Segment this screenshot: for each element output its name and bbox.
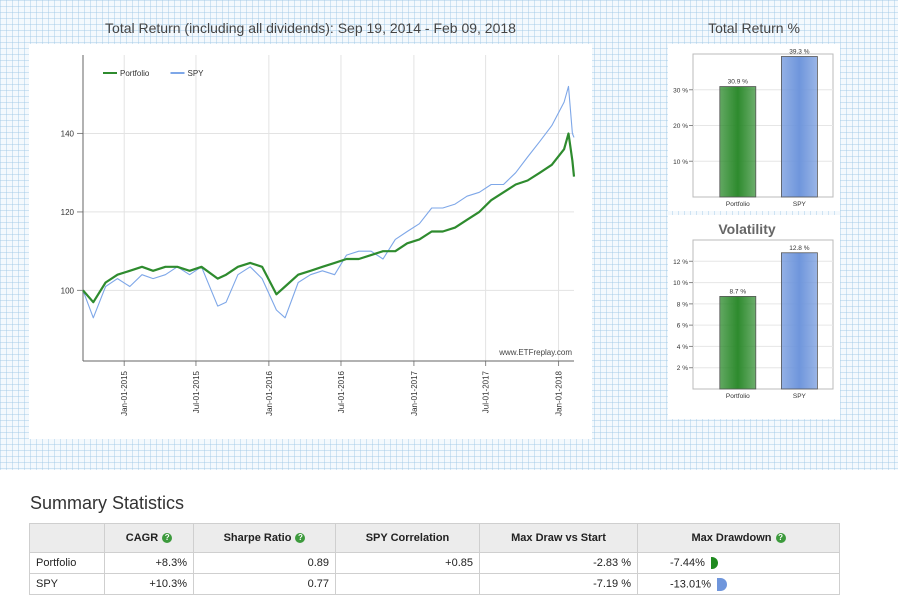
bar-data-label: 39.3 %	[789, 49, 809, 56]
header-correlation: SPY Correlation	[335, 523, 480, 553]
bar-y-tick-label: 10 %	[673, 159, 688, 166]
x-tick-label: Jul-01-2017	[482, 370, 491, 413]
header-cagr: CAGR?	[104, 523, 194, 553]
bar-y-tick-label: 8 %	[677, 301, 688, 308]
cagr-value: +8.3%	[104, 552, 194, 574]
max-drawdown-cell: -7.44%	[637, 552, 840, 574]
question-icon[interactable]: ?	[295, 533, 306, 544]
bar-data-label: 8.7 %	[729, 288, 746, 295]
bar-data-label: 12.8 %	[789, 245, 809, 252]
header-max-drawdown: Max Drawdown?	[637, 523, 840, 553]
question-icon[interactable]: ?	[162, 533, 173, 544]
correlation-value: +0.85	[335, 552, 480, 574]
bar-plot-frame	[692, 239, 834, 390]
bar-spy	[781, 252, 818, 390]
main-chart-title: Total Return (including all dividends): …	[105, 20, 516, 36]
bar-category-label: SPY	[793, 393, 807, 400]
sharpe-value: 0.89	[193, 552, 336, 574]
total-return-chart-panel	[29, 44, 592, 439]
max-draw-start-value: -2.83 %	[479, 552, 638, 574]
summary-header-row: CAGR? Sharpe Ratio? SPY Correlation Max …	[29, 523, 840, 553]
series-line-portfolio	[82, 132, 576, 304]
bar-y-tick-label: 6 %	[677, 323, 688, 330]
total-return-line-chart: 100 120 140 Jan-01-2015 Jul-01-2015 Jan-01-20…	[61, 55, 576, 416]
drawdown-half-circle-icon	[716, 577, 727, 591]
total-return-bar-title: Total Return %	[708, 20, 800, 36]
bar-category-label: Portfolio	[726, 201, 750, 208]
x-tick-label: Jan-01-2017	[410, 370, 419, 415]
correlation-value	[335, 573, 480, 595]
bar-y-tick-label: 30 %	[673, 87, 688, 94]
bar-portfolio	[719, 296, 757, 390]
x-tick-label: Jan-01-2016	[265, 370, 274, 415]
y-tick-label: 140	[61, 129, 75, 138]
series-line-spy	[82, 85, 575, 319]
drawdown-half-circle-icon	[710, 557, 718, 570]
watermark: www.ETFreplay.com	[498, 348, 572, 357]
header-blank	[29, 523, 105, 553]
header-max-draw-start: Max Draw vs Start	[479, 523, 638, 553]
summary-table: CAGR? Sharpe Ratio? SPY Correlation Max …	[29, 523, 840, 595]
bar-data-label: 30.9 %	[728, 79, 748, 86]
bar-category-label: SPY	[793, 201, 807, 208]
y-tick-label: 120	[61, 208, 75, 217]
question-icon[interactable]: ?	[775, 533, 786, 544]
x-tick-label: Jul-01-2016	[337, 370, 346, 413]
x-tick-label: Jan-01-2015	[120, 370, 129, 415]
x-tick-label: Jul-01-2015	[192, 370, 201, 413]
table-row: Portfolio +8.3% 0.89 +0.85 -2.83 % -7.44…	[29, 552, 840, 574]
bar-y-tick-label: 2 %	[677, 365, 688, 372]
legend-label: SPY	[188, 69, 205, 78]
bar-y-tick-label: 10 %	[673, 280, 688, 287]
row-label: Portfolio	[29, 552, 105, 574]
row-label: SPY	[29, 573, 105, 595]
bar-y-tick-label: 20 %	[673, 123, 688, 130]
max-drawdown-value: -7.44%	[670, 556, 705, 569]
legend-label: Portfolio	[120, 69, 150, 78]
max-drawdown-cell: -13.01%	[637, 573, 840, 595]
summary-title: Summary Statistics	[30, 493, 185, 513]
cagr-value: +10.3%	[104, 573, 194, 595]
max-drawdown-value: -13.01%	[670, 577, 711, 590]
max-draw-start-value: -7.19 %	[479, 573, 638, 595]
bar-category-label: Portfolio	[726, 393, 750, 400]
x-tick-label: Jan-01-2018	[555, 370, 564, 415]
volatility-title: Volatility	[718, 221, 776, 237]
table-row: SPY +10.3% 0.77 -7.19 % -13.01%	[29, 573, 840, 595]
bar-spy	[781, 56, 818, 198]
y-tick-label: 100	[61, 286, 75, 295]
bar-y-tick-label: 4 %	[677, 344, 688, 351]
bar-portfolio	[719, 86, 757, 198]
header-sharpe: Sharpe Ratio?	[193, 523, 336, 553]
bar-charts: 10 % 20 % 30 % 30.9 % Portfolio 39.3 % SPY Vola…	[673, 49, 834, 400]
sharpe-value: 0.77	[193, 573, 336, 595]
bar-y-tick-label: 12 %	[673, 259, 688, 266]
